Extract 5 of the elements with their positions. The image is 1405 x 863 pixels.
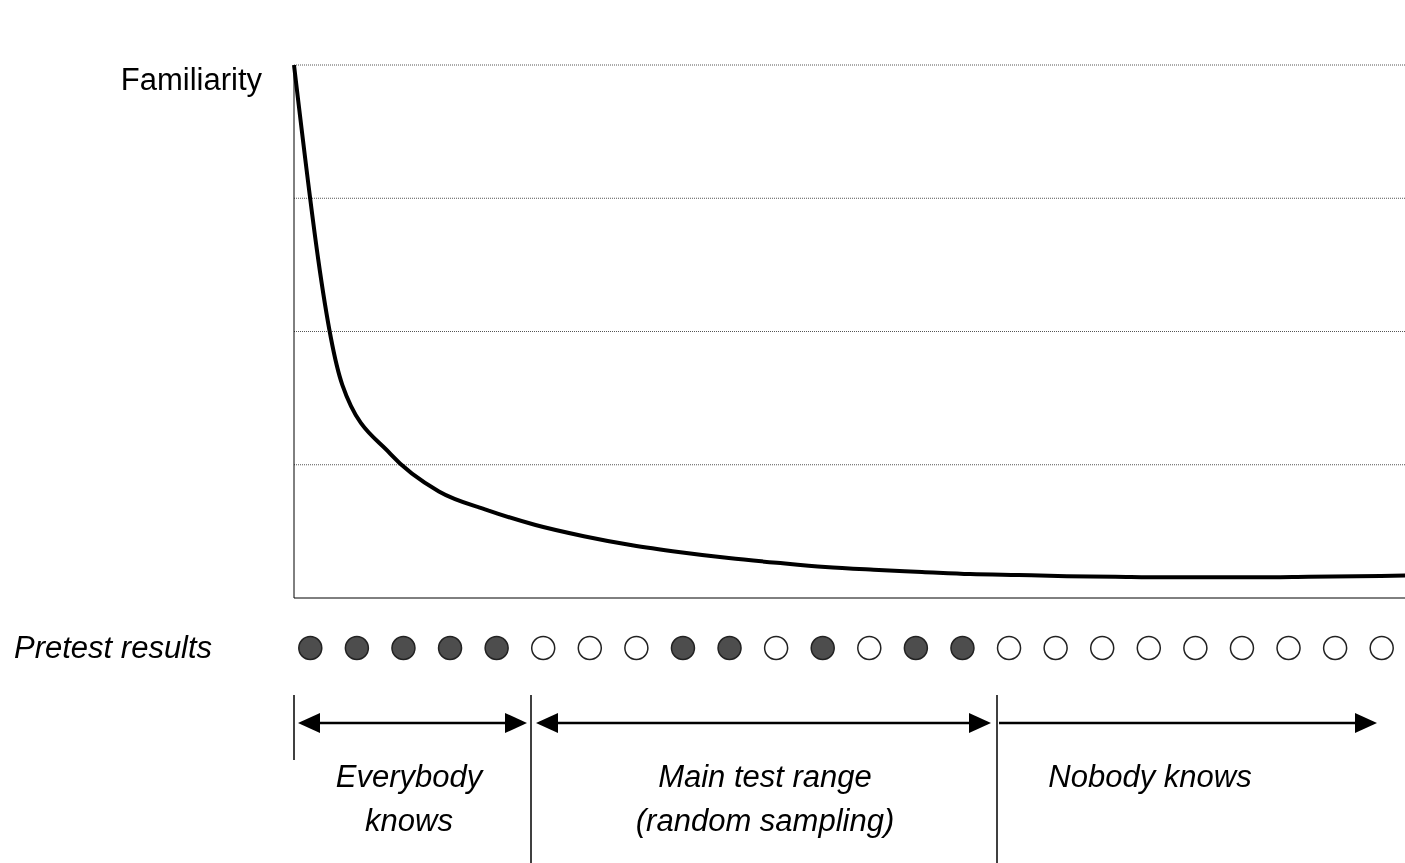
text: Everybody knows — [334, 758, 485, 840]
text: Nobody knows — [1047, 758, 1253, 796]
text: Pretest results — [14, 630, 213, 666]
y-axis-title: Familiarity — [119, 62, 262, 98]
text: Main test range (random sampling) — [634, 758, 896, 840]
